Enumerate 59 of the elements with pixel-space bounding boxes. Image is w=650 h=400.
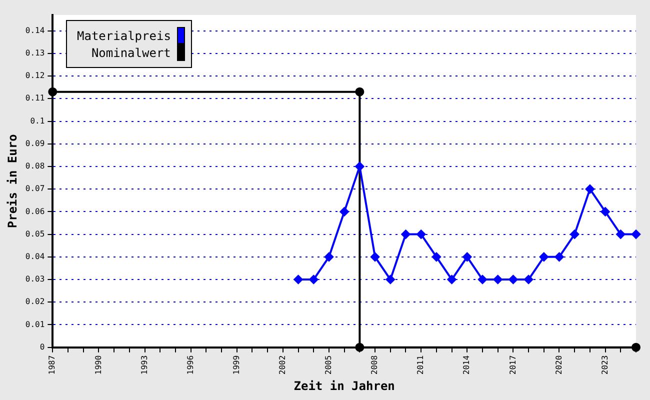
x-tick-label: 1990: [94, 355, 103, 375]
y-tick-label: 0.1: [30, 116, 45, 126]
point: [585, 184, 594, 194]
point: [324, 252, 334, 262]
point: [355, 162, 364, 171]
y-tick-label: 0: [40, 342, 45, 352]
legend-label: Nominalwert: [91, 46, 171, 60]
point: [600, 207, 610, 216]
y-tick-label: 0.11: [25, 94, 45, 103]
y-tick-label: 0.09: [25, 138, 45, 148]
x-tick-label: 2008: [370, 355, 380, 375]
y-tick-label: 0.05: [25, 229, 45, 238]
point: [570, 230, 580, 239]
y-tick-label: 0.12: [25, 71, 45, 80]
point: [462, 252, 472, 262]
x-tick-label: 1987: [48, 355, 57, 375]
point: [309, 275, 318, 284]
point: [48, 87, 58, 96]
y-tick-label: 0.02: [25, 297, 45, 306]
point: [432, 252, 441, 262]
point: [355, 342, 364, 352]
x-tick-label: 1993: [140, 355, 149, 375]
point: [478, 275, 487, 284]
point: [616, 230, 626, 239]
point: [401, 230, 410, 239]
y-tick-label: 0.08: [25, 162, 45, 171]
point: [632, 342, 640, 352]
point: [524, 275, 534, 284]
point: [355, 87, 364, 96]
x-tick-label: 1996: [186, 355, 195, 375]
point: [554, 252, 564, 262]
x-tick-label: 2020: [554, 355, 564, 375]
y-tick-label: 0.07: [25, 184, 45, 194]
point: [493, 275, 502, 284]
y-tick-label: 0.03: [25, 274, 45, 284]
x-tick-label: 2002: [278, 355, 288, 375]
point: [508, 275, 518, 284]
point: [370, 252, 380, 262]
x-tick-label: 2005: [324, 355, 334, 375]
x-tick-label: 2023: [600, 355, 610, 375]
point: [447, 275, 456, 284]
y-tick-label: 0.06: [25, 206, 45, 216]
y-tick-label: 0.13: [25, 48, 45, 58]
point: [632, 230, 640, 239]
y-tick-label: 0.01: [25, 320, 45, 329]
x-axis-title: Zeit in Jahren: [294, 378, 395, 393]
y-tick-label: 0.04: [25, 252, 45, 261]
legend-label: Materialpreis: [77, 28, 171, 42]
x-tick-label: 2011: [416, 355, 426, 375]
point: [294, 275, 303, 284]
x-tick-label: 2014: [462, 355, 472, 375]
x-tick-label: 1999: [232, 355, 241, 375]
y-tick-label: 0.14: [25, 26, 45, 35]
point: [416, 230, 426, 239]
y-axis-title: Preis in Euro: [5, 134, 20, 228]
point: [386, 275, 395, 284]
point: [340, 207, 349, 216]
x-tick-label: 2017: [508, 355, 518, 375]
point: [539, 252, 548, 262]
